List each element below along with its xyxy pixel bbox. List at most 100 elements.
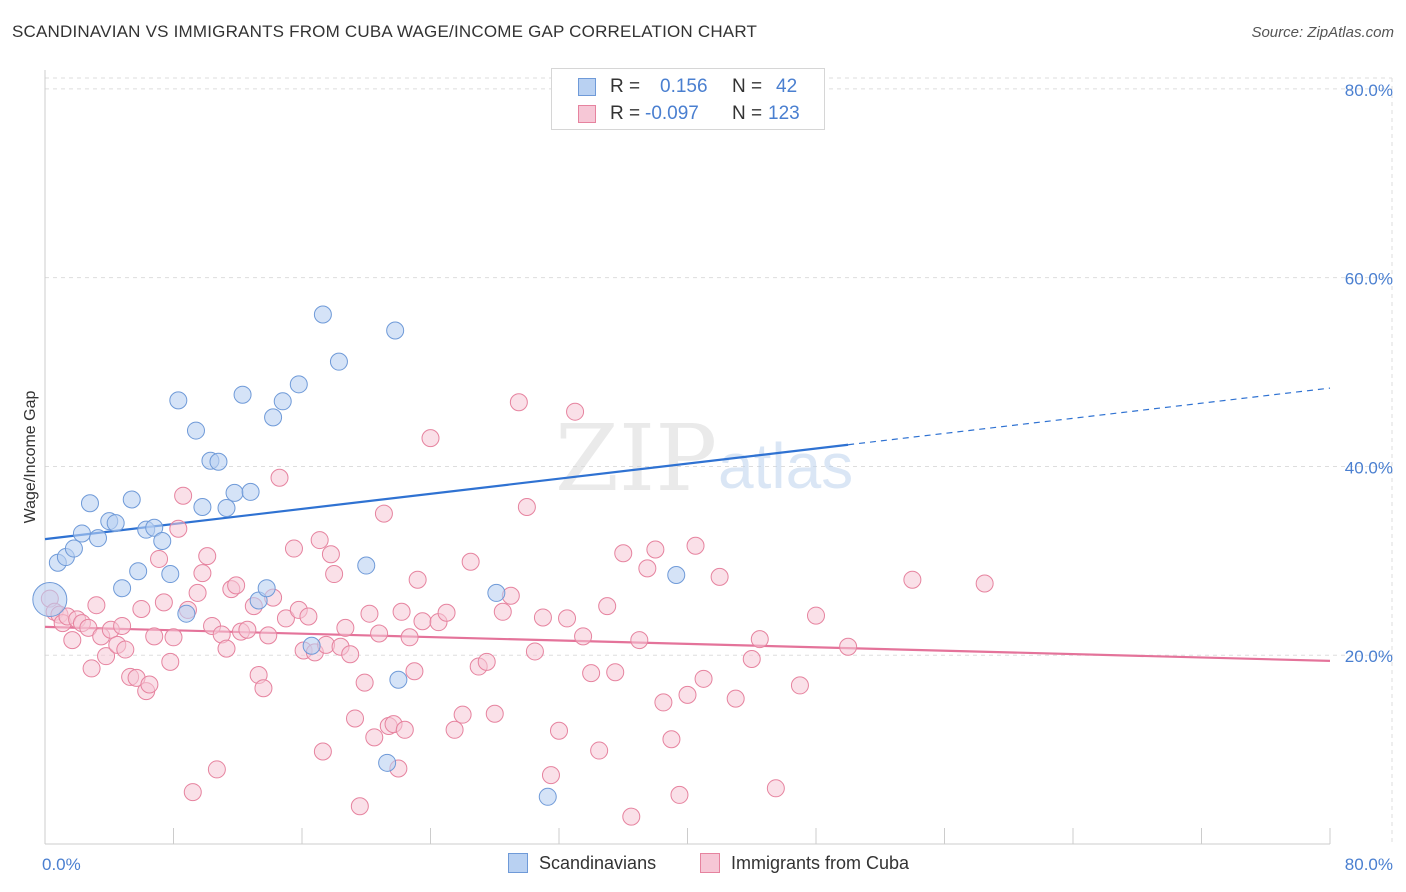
data-point-cuba xyxy=(413,612,432,631)
data-point-scandinavians xyxy=(153,532,172,551)
data-point-cuba xyxy=(207,760,226,779)
data-point-cuba xyxy=(395,720,414,739)
data-point-scandinavians xyxy=(357,556,376,575)
data-point-scandinavians xyxy=(386,321,405,340)
watermark: ZIP atlas xyxy=(555,405,853,512)
data-point-cuba xyxy=(169,519,188,538)
data-point-scandinavians xyxy=(487,583,506,602)
data-point-cuba xyxy=(598,597,617,616)
data-point-cuba xyxy=(807,606,825,625)
data-point-cuba xyxy=(533,608,552,627)
y-axis-label: Wage/Income Gap xyxy=(22,391,39,524)
data-point-scandinavians xyxy=(257,579,276,598)
data-point-cuba xyxy=(726,689,745,708)
data-point-scandinavians xyxy=(378,753,397,772)
data-point-cuba xyxy=(421,429,440,448)
data-point-cuba xyxy=(750,630,769,649)
x-tick-label: 0.0% xyxy=(42,855,81,874)
data-point-cuba xyxy=(742,649,761,668)
legend-row-scandinavians: R = 0.156 N = 42 xyxy=(552,74,824,100)
n-label: N = xyxy=(732,103,763,124)
data-point-scandinavians xyxy=(329,352,348,371)
data-point-cuba xyxy=(336,618,355,637)
blue-swatch xyxy=(508,853,528,873)
data-point-scandinavians xyxy=(241,482,260,501)
legend-row-cuba: R = -0.097 N = 123 xyxy=(552,101,824,127)
data-point-cuba xyxy=(710,567,729,586)
data-point-cuba xyxy=(116,640,135,659)
data-point-cuba xyxy=(97,647,116,666)
data-point-cuba xyxy=(370,624,389,643)
pink-swatch xyxy=(578,105,596,123)
data-point-scandinavians xyxy=(289,375,308,394)
data-point-cuba xyxy=(622,807,641,826)
source-label: Source: ZipAtlas.com xyxy=(1251,24,1394,41)
data-point-scandinavians xyxy=(169,391,188,410)
r-value: -0.097 xyxy=(645,103,699,124)
data-point-scandinavians xyxy=(161,565,180,584)
data-point-scandinavians xyxy=(302,636,321,655)
data-point-scandinavians xyxy=(129,562,148,581)
data-point-scandinavians xyxy=(177,604,196,623)
data-point-scandinavians xyxy=(217,498,236,517)
data-point-cuba xyxy=(630,631,649,650)
data-point-cuba xyxy=(150,549,169,568)
data-point-cuba xyxy=(254,679,273,698)
data-point-cuba xyxy=(188,583,207,602)
r-label: R = xyxy=(610,103,641,124)
data-point-cuba xyxy=(154,593,173,612)
data-point-cuba xyxy=(161,652,180,671)
data-point-cuba xyxy=(227,576,246,595)
data-point-scandinavians xyxy=(273,392,292,411)
data-point-scandinavians xyxy=(80,494,99,513)
data-point-cuba xyxy=(198,547,217,566)
pink-swatch xyxy=(700,853,720,873)
series-scandinavians xyxy=(32,91,750,806)
trend-line-cuba xyxy=(44,625,1331,662)
y-tick-label: 60.0% xyxy=(1345,270,1393,289)
data-point-cuba xyxy=(193,564,212,583)
data-point-cuba xyxy=(87,596,106,615)
data-point-cuba xyxy=(453,705,472,724)
data-point-cuba xyxy=(63,631,82,650)
data-point-cuba xyxy=(400,628,419,647)
data-point-scandinavians xyxy=(64,539,83,558)
data-point-cuba xyxy=(299,607,318,626)
data-point-cuba xyxy=(686,536,705,555)
data-point-cuba xyxy=(405,662,424,681)
data-point-cuba xyxy=(82,659,101,678)
legend-label: Scandinavians xyxy=(539,853,657,873)
data-point-cuba xyxy=(365,728,384,747)
data-point-cuba xyxy=(164,628,183,647)
data-point-cuba xyxy=(509,393,528,412)
data-point-cuba xyxy=(614,544,633,563)
data-point-cuba xyxy=(360,604,379,623)
data-point-cuba xyxy=(217,639,236,658)
chart-title: SCANDINAVIAN VS IMMIGRANTS FROM CUBA WAG… xyxy=(12,22,758,41)
data-point-scandinavians xyxy=(186,421,205,440)
watermark-atlas: atlas xyxy=(718,430,853,502)
data-point-scandinavians xyxy=(667,565,686,584)
data-point-scandinavians xyxy=(389,670,408,689)
y-tick-label: 20.0% xyxy=(1345,647,1393,666)
data-point-cuba xyxy=(113,616,132,635)
data-point-cuba xyxy=(174,486,193,505)
data-point-cuba xyxy=(485,704,504,723)
data-point-scandinavians xyxy=(233,385,252,404)
data-point-scandinavians xyxy=(32,582,68,618)
data-point-cuba xyxy=(975,574,994,593)
data-point-cuba xyxy=(493,602,512,621)
data-point-cuba xyxy=(183,783,202,802)
data-point-cuba xyxy=(145,627,164,646)
data-point-cuba xyxy=(284,539,303,558)
data-point-cuba xyxy=(517,498,536,517)
data-point-cuba xyxy=(477,652,496,671)
data-point-scandinavians xyxy=(264,408,283,427)
tick-labels: 20.0% 40.0% 60.0% 80.0% 0.0% 80.0% xyxy=(42,81,1393,874)
data-point-cuba xyxy=(355,673,374,692)
r-label: R = xyxy=(610,76,641,97)
data-point-cuba xyxy=(259,626,278,645)
data-point-cuba xyxy=(766,779,785,798)
data-point-cuba xyxy=(566,402,585,421)
